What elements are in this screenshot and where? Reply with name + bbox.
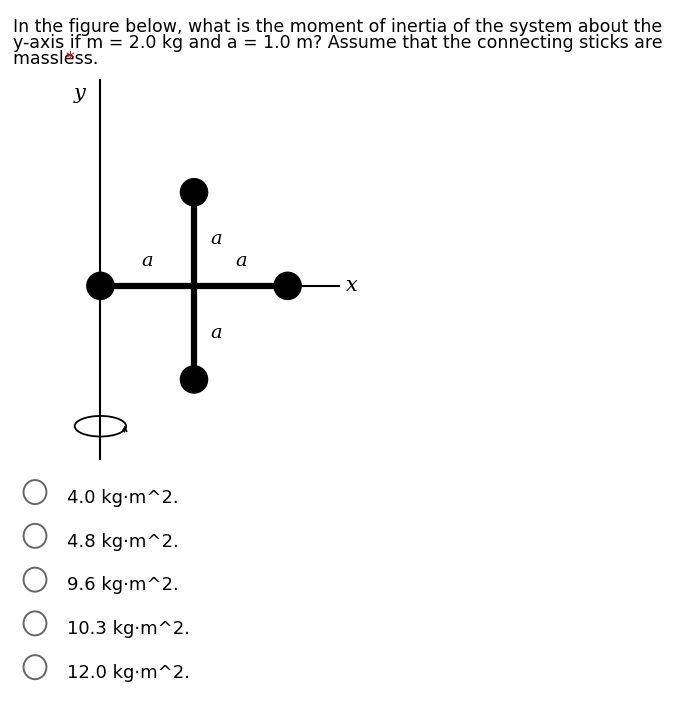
Circle shape (180, 179, 207, 206)
Text: *: * (66, 50, 75, 68)
Text: a: a (235, 252, 246, 270)
Circle shape (180, 366, 207, 393)
Text: a: a (141, 252, 153, 270)
Text: massless.: massless. (13, 50, 104, 68)
Circle shape (274, 273, 302, 299)
Text: 4.8 kg·m^2.: 4.8 kg·m^2. (67, 532, 179, 551)
Text: a: a (210, 230, 221, 248)
Text: 12.0 kg·m^2.: 12.0 kg·m^2. (67, 664, 190, 682)
Text: 4.0 kg·m^2.: 4.0 kg·m^2. (67, 489, 179, 507)
Text: y: y (74, 85, 85, 104)
Text: y-axis if m = 2.0 kg and a = 1.0 m? Assume that the connecting sticks are: y-axis if m = 2.0 kg and a = 1.0 m? Assu… (13, 34, 663, 52)
Text: x: x (346, 276, 357, 295)
Text: 10.3 kg·m^2.: 10.3 kg·m^2. (67, 620, 190, 638)
Text: In the figure below, what is the moment of inertia of the system about the: In the figure below, what is the moment … (13, 18, 663, 35)
Text: a: a (210, 323, 221, 342)
Circle shape (87, 273, 114, 299)
Text: 9.6 kg·m^2.: 9.6 kg·m^2. (67, 576, 179, 594)
